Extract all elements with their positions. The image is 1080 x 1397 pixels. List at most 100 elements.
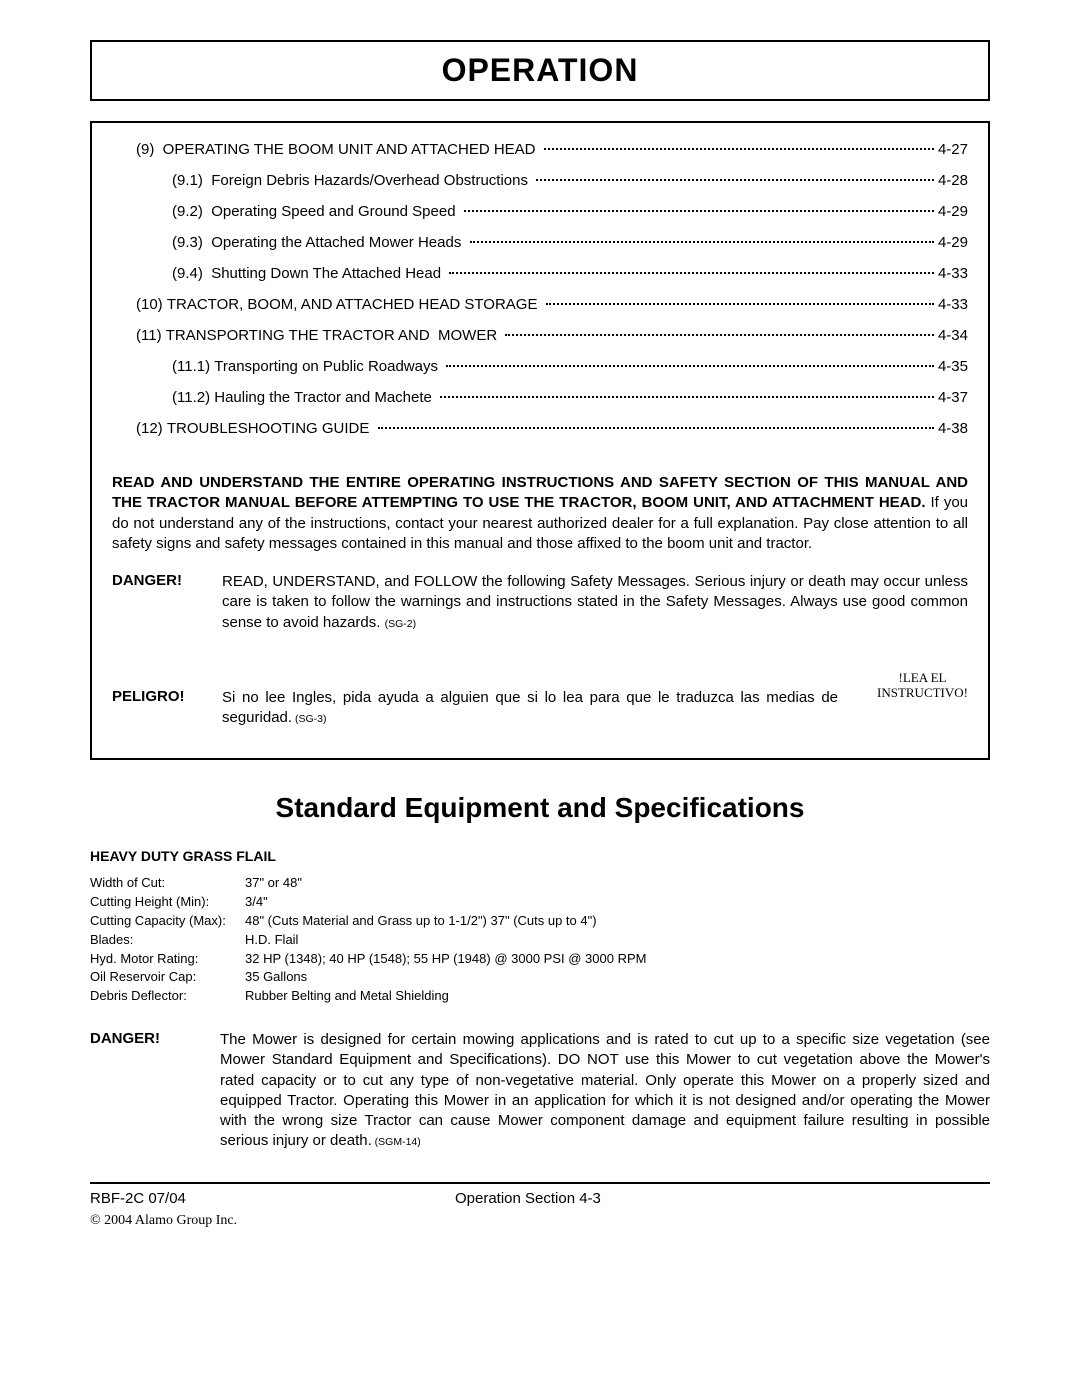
peligro-row: !LEA EL INSTRUCTIVO! PELIGRO! Si no lee …: [112, 688, 968, 729]
toc-label: Foreign Debris Hazards/Overhead Obstruct…: [211, 172, 532, 189]
spec-row: Blades:H.D. Flail: [90, 931, 990, 950]
toc-label: Operating Speed and Ground Speed: [211, 203, 460, 220]
spec-key: Cutting Capacity (Max):: [90, 912, 245, 931]
spec-val: 37" or 48": [245, 874, 990, 893]
peligro-label: PELIGRO!: [112, 688, 222, 729]
toc-label: Shutting Down The Attached Head: [211, 265, 445, 282]
toc-row: (12) TROUBLESHOOTING GUIDE 4-38: [112, 420, 968, 437]
toc-leader: [536, 179, 934, 181]
toc-page: 4-29: [938, 234, 968, 251]
copyright: © 2004 Alamo Group Inc.: [90, 1213, 990, 1229]
spec-val: 48" (Cuts Material and Grass up to 1-1/2…: [245, 912, 990, 931]
toc-box: (9) OPERATING THE BOOM UNIT AND ATTACHED…: [90, 121, 990, 461]
spec-key: Width of Cut:: [90, 874, 245, 893]
toc-label: TRANSPORTING THE TRACTOR AND MOWER: [166, 327, 502, 344]
toc-row: (9) OPERATING THE BOOM UNIT AND ATTACHED…: [112, 141, 968, 158]
spec-key: Hyd. Motor Rating:: [90, 950, 245, 969]
peligro-body: Si no lee Ingles, pida ayuda a alguien q…: [222, 688, 968, 729]
lea-line2: INSTRUCTIVO!: [877, 685, 968, 700]
toc-num: (9): [136, 141, 163, 158]
toc-num: (11.1): [172, 358, 214, 375]
spec-subheading: HEAVY DUTY GRASS FLAIL: [90, 848, 990, 864]
toc-leader: [544, 148, 934, 150]
spec-table: Width of Cut:37" or 48"Cutting Height (M…: [90, 874, 990, 1006]
warning-lead-bold: READ AND UNDERSTAND THE ENTIRE OPERATING…: [112, 474, 968, 511]
spec-key: Blades:: [90, 931, 245, 950]
footer-left: RBF-2C 07/04: [90, 1190, 186, 1207]
spec-key: Oil Reservoir Cap:: [90, 968, 245, 987]
danger2-body: The Mower is designed for certain mowing…: [220, 1030, 990, 1152]
footer-row: RBF-2C 07/04 Operation Section 4-3: [90, 1182, 990, 1207]
toc-leader: [446, 365, 934, 367]
danger-row: DANGER! READ, UNDERSTAND, and FOLLOW the…: [112, 572, 968, 633]
toc-num: (9.2): [172, 203, 211, 220]
toc-page: 4-37: [938, 389, 968, 406]
warning-block: READ AND UNDERSTAND THE ENTIRE OPERATING…: [90, 461, 990, 760]
spec-row: Cutting Height (Min):3/4": [90, 893, 990, 912]
toc-page: 4-33: [938, 296, 968, 313]
toc-num: (10): [136, 296, 167, 313]
toc-row: (11.2) Hauling the Tractor and Machete 4…: [112, 389, 968, 406]
danger2-sg: (SGM-14): [372, 1136, 421, 1148]
toc-page: 4-27: [938, 141, 968, 158]
toc-num: (9.1): [172, 172, 211, 189]
title-box: OPERATION: [90, 40, 990, 101]
toc-row: (11) TRANSPORTING THE TRACTOR AND MOWER …: [112, 327, 968, 344]
spec-key: Debris Deflector:: [90, 987, 245, 1006]
spec-row: Cutting Capacity (Max):48" (Cuts Materia…: [90, 912, 990, 931]
toc-leader: [470, 241, 934, 243]
toc-leader: [464, 210, 934, 212]
toc-row: (9.1) Foreign Debris Hazards/Overhead Ob…: [112, 172, 968, 189]
toc-num: (9.3): [172, 234, 211, 251]
toc-row: (9.2) Operating Speed and Ground Speed 4…: [112, 203, 968, 220]
spec-val: 32 HP (1348); 40 HP (1548); 55 HP (1948)…: [245, 950, 990, 969]
toc-num: (11.2): [172, 389, 214, 406]
spec-key: Cutting Height (Min):: [90, 893, 245, 912]
spec-row: Width of Cut:37" or 48": [90, 874, 990, 893]
spec-val: H.D. Flail: [245, 931, 990, 950]
spec-row: Oil Reservoir Cap:35 Gallons: [90, 968, 990, 987]
toc-page: 4-28: [938, 172, 968, 189]
toc-page: 4-29: [938, 203, 968, 220]
toc-label: Operating the Attached Mower Heads: [211, 234, 465, 251]
toc-label: OPERATING THE BOOM UNIT AND ATTACHED HEA…: [163, 141, 540, 158]
toc-row: (9.3) Operating the Attached Mower Heads…: [112, 234, 968, 251]
toc-num: (9.4): [172, 265, 211, 282]
spec-val: Rubber Belting and Metal Shielding: [245, 987, 990, 1006]
toc-page: 4-33: [938, 265, 968, 282]
spec-val: 35 Gallons: [245, 968, 990, 987]
spec-row: Debris Deflector:Rubber Belting and Meta…: [90, 987, 990, 1006]
toc-label: TRACTOR, BOOM, AND ATTACHED HEAD STORAGE: [167, 296, 542, 313]
page-title: OPERATION: [92, 52, 988, 89]
footer-spacer: [870, 1190, 990, 1207]
spec-heading: Standard Equipment and Specifications: [90, 792, 990, 824]
lea-el-note: !LEA EL INSTRUCTIVO!: [877, 670, 968, 701]
toc-label: TROUBLESHOOTING GUIDE: [167, 420, 374, 437]
toc-row: (10) TRACTOR, BOOM, AND ATTACHED HEAD ST…: [112, 296, 968, 313]
toc-page: 4-38: [938, 420, 968, 437]
warning-lead: READ AND UNDERSTAND THE ENTIRE OPERATING…: [112, 473, 968, 554]
toc-row: (9.4) Shutting Down The Attached Head 4-…: [112, 265, 968, 282]
toc-row: (11.1) Transporting on Public Roadways 4…: [112, 358, 968, 375]
toc-leader: [505, 334, 934, 336]
toc-label: Transporting on Public Roadways: [214, 358, 442, 375]
danger-label: DANGER!: [112, 572, 222, 633]
danger2-label: DANGER!: [90, 1030, 220, 1152]
toc-leader: [449, 272, 934, 274]
toc-leader: [378, 427, 934, 429]
toc-leader: [546, 303, 934, 305]
toc-page: 4-34: [938, 327, 968, 344]
danger2-block: DANGER! The Mower is designed for certai…: [90, 1030, 990, 1152]
lea-line1: !LEA EL: [898, 670, 946, 685]
danger2-text: The Mower is designed for certain mowing…: [220, 1031, 990, 1149]
toc-leader: [440, 396, 934, 398]
peligro-sg: (SG-3): [292, 713, 326, 725]
danger-sg: (SG-2): [385, 618, 417, 630]
toc-page: 4-35: [938, 358, 968, 375]
spec-row: Hyd. Motor Rating:32 HP (1348); 40 HP (1…: [90, 950, 990, 969]
spec-val: 3/4": [245, 893, 990, 912]
danger-text: READ, UNDERSTAND, and FOLLOW the followi…: [222, 573, 968, 631]
toc-num: (11): [136, 327, 166, 344]
footer-center: Operation Section 4-3: [186, 1190, 870, 1207]
toc-label: Hauling the Tractor and Machete: [214, 389, 436, 406]
